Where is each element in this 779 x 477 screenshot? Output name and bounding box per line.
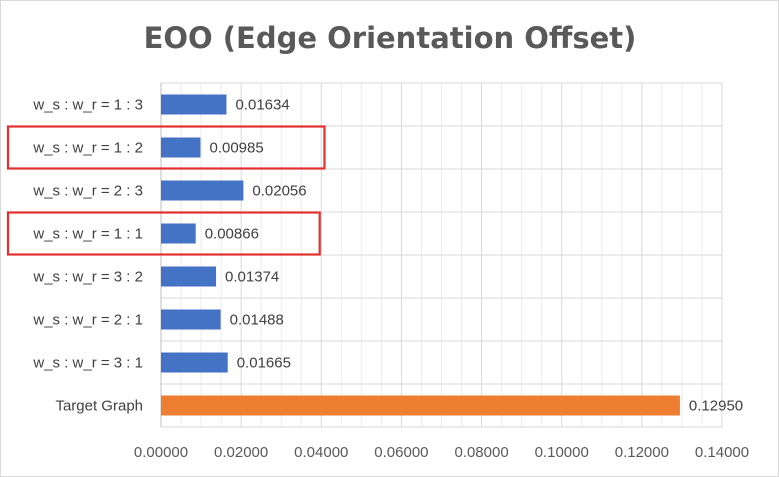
category-label-1: w_s : w_r = 1 : 3 bbox=[32, 97, 143, 114]
data-label-1: 0.01634 bbox=[235, 97, 289, 114]
data-label-8: 0.12950 bbox=[689, 398, 743, 415]
bars bbox=[161, 94, 680, 416]
category-label-7: w_s : w_r = 3 : 1 bbox=[32, 355, 143, 372]
x-tick-label-8: 0.14000 bbox=[695, 444, 749, 461]
x-tick-label-7: 0.12000 bbox=[615, 444, 669, 461]
category-label-5: w_s : w_r = 3 : 2 bbox=[32, 269, 143, 286]
bar-4 bbox=[161, 223, 196, 244]
bar-7 bbox=[161, 352, 228, 373]
data-label-7: 0.01665 bbox=[237, 355, 291, 372]
x-tick-label-4: 0.06000 bbox=[374, 444, 428, 461]
data-label-4: 0.00866 bbox=[205, 226, 259, 243]
bar-3 bbox=[161, 180, 244, 201]
category-label-3: w_s : w_r = 2 : 3 bbox=[32, 183, 143, 200]
highlight-boxes bbox=[6, 125, 326, 256]
data-labels: 0.01634 0.00985 0.02056 0.00866 0.01374 0.014… bbox=[205, 97, 743, 415]
bar-6 bbox=[161, 309, 221, 330]
data-label-5: 0.01374 bbox=[225, 269, 279, 286]
category-label-6: w_s : w_r = 2 : 1 bbox=[32, 312, 143, 329]
x-tick-label-6: 0.10000 bbox=[535, 444, 589, 461]
x-tick-label-3: 0.04000 bbox=[294, 444, 348, 461]
bar-5 bbox=[161, 266, 217, 287]
data-label-2: 0.00985 bbox=[209, 140, 263, 157]
bar-1 bbox=[161, 94, 227, 115]
category-labels: w_s : w_r = 1 : 3 w_s : w_r = 1 : 2 w_s : … bbox=[32, 97, 143, 415]
chart-title: EOO (Edge Orientation Offset) bbox=[144, 21, 637, 55]
category-label-2: w_s : w_r = 1 : 2 bbox=[32, 140, 143, 157]
bar-2 bbox=[161, 137, 201, 158]
x-tick-label-1: 0.00000 bbox=[134, 444, 188, 461]
data-label-3: 0.02056 bbox=[252, 183, 306, 200]
x-tick-label-2: 0.02000 bbox=[214, 444, 268, 461]
category-label-8: Target Graph bbox=[55, 398, 143, 415]
highlight-box-2 bbox=[6, 125, 326, 170]
bar-8 bbox=[161, 395, 680, 416]
highlight-box-4 bbox=[6, 211, 321, 256]
data-label-6: 0.01488 bbox=[230, 312, 284, 329]
x-tick-label-5: 0.08000 bbox=[454, 444, 508, 461]
category-label-4: w_s : w_r = 1 : 1 bbox=[32, 226, 143, 243]
x-axis-ticks: 0.00000 0.02000 0.04000 0.06000 0.08000 0.100… bbox=[134, 444, 749, 461]
